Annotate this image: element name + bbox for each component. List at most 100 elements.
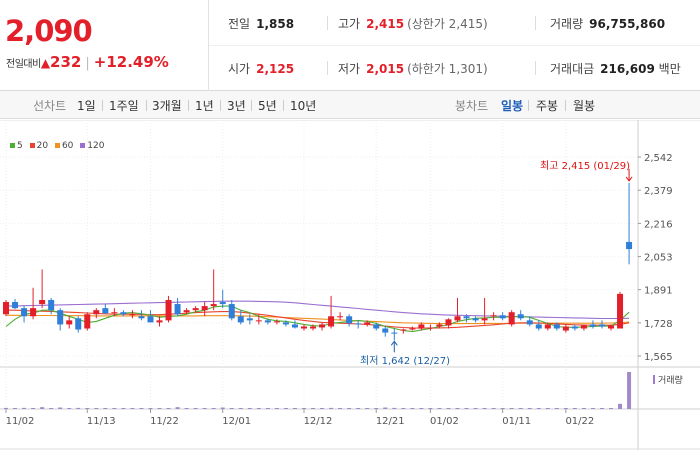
volume-bar bbox=[437, 408, 442, 409]
candle-down bbox=[535, 324, 542, 329]
ma20-swatch bbox=[29, 142, 35, 148]
tab-divider bbox=[220, 100, 221, 111]
volume-bar bbox=[256, 408, 261, 409]
volume-bar bbox=[22, 407, 27, 409]
tab-5year[interactable]: 5년 bbox=[258, 99, 277, 113]
candle-up bbox=[129, 314, 136, 316]
x-tick-label: 11/22 bbox=[150, 416, 179, 427]
high-arrowhead-icon bbox=[625, 176, 633, 182]
low-label: 저가 bbox=[338, 62, 361, 76]
candle-down bbox=[21, 308, 28, 317]
volume-bar bbox=[247, 408, 252, 409]
volume-bar bbox=[184, 408, 189, 409]
candle-down bbox=[346, 316, 353, 324]
volume-bar bbox=[473, 408, 478, 409]
tab-10year[interactable]: 10년 bbox=[290, 99, 317, 113]
candle-up bbox=[454, 316, 461, 321]
high-label: 고가 bbox=[338, 17, 361, 31]
volume-bar bbox=[401, 408, 406, 409]
tab-1year[interactable]: 1년 bbox=[195, 99, 214, 113]
tab-divider bbox=[146, 100, 147, 111]
ma-legend: 5 20 60 120 bbox=[6, 141, 104, 151]
low-arrowhead-icon bbox=[390, 340, 398, 346]
volume-bar bbox=[139, 408, 144, 409]
col-divider bbox=[327, 16, 328, 30]
volume-bar bbox=[482, 408, 487, 409]
volume-bar bbox=[599, 408, 604, 409]
amount-value: 216,609 bbox=[600, 62, 655, 76]
candle-down bbox=[282, 322, 289, 325]
volume-bar bbox=[609, 408, 614, 409]
col-divider bbox=[535, 16, 536, 30]
open-label: 시가 bbox=[228, 62, 251, 76]
volume-legend: 거래량 bbox=[653, 373, 683, 386]
volume-bar bbox=[202, 408, 207, 409]
ma5-label: 5 bbox=[17, 141, 23, 151]
tab-3year[interactable]: 3년 bbox=[227, 99, 246, 113]
volume-bar bbox=[175, 407, 180, 409]
tab-divider bbox=[102, 100, 103, 111]
volume-bar bbox=[491, 408, 496, 409]
candle-up bbox=[481, 318, 488, 321]
low-cell: 저가 2,015 (하한가 1,301) bbox=[338, 60, 488, 77]
low-annotation: 최저 1,642 (12/27) bbox=[360, 356, 451, 367]
volume-bar bbox=[527, 408, 532, 409]
volume-bar bbox=[4, 407, 8, 409]
x-tick-label: 01/11 bbox=[502, 416, 531, 427]
tab-weekly[interactable]: 주봉 bbox=[536, 99, 559, 113]
y-tick-label: 1,565 bbox=[644, 352, 673, 363]
candle-down bbox=[219, 302, 226, 305]
tab-1day[interactable]: 1일 bbox=[77, 99, 96, 113]
y-tick-label: 2,379 bbox=[644, 186, 673, 197]
amount-cell: 거래대금 216,609 백만 bbox=[550, 60, 687, 77]
x-tick-label: 01/02 bbox=[430, 416, 459, 427]
col-divider bbox=[535, 61, 536, 75]
volume-bar bbox=[274, 408, 279, 409]
volume-bar bbox=[265, 408, 270, 409]
up-arrow-icon: ▲ bbox=[40, 56, 51, 70]
volume-bar bbox=[419, 408, 424, 409]
volume-bar bbox=[356, 408, 361, 409]
volume-bar bbox=[627, 372, 632, 409]
volume-bar bbox=[103, 408, 108, 409]
volume-bar bbox=[112, 408, 117, 409]
candle-up bbox=[66, 320, 73, 325]
candle-up bbox=[490, 315, 497, 317]
amount-unit: 백만 bbox=[658, 62, 681, 76]
volume-cell: 거래량 96,755,860 bbox=[550, 15, 665, 32]
candle-down bbox=[228, 304, 235, 319]
volume-bar bbox=[31, 408, 36, 409]
volume-bar bbox=[365, 408, 370, 409]
y-tick-label: 2,053 bbox=[644, 253, 673, 264]
volume-bar bbox=[410, 408, 415, 409]
volume-bar bbox=[545, 408, 550, 409]
tab-daily[interactable]: 일봉 bbox=[501, 99, 524, 113]
candle-up bbox=[580, 325, 587, 329]
tab-monthly[interactable]: 월봉 bbox=[573, 99, 596, 113]
volume-bar bbox=[130, 408, 135, 409]
volume-bar bbox=[320, 408, 325, 409]
col-divider bbox=[327, 61, 328, 75]
candle-up bbox=[427, 327, 434, 329]
tab-divider bbox=[528, 100, 529, 111]
volume-legend-label: 거래량 bbox=[658, 376, 683, 386]
candle-up bbox=[201, 306, 208, 311]
candle-up bbox=[255, 320, 262, 322]
candle-down bbox=[57, 310, 64, 325]
x-tick-label: 01/22 bbox=[565, 416, 594, 427]
tab-divider bbox=[565, 100, 566, 111]
candle-down bbox=[382, 328, 389, 333]
candle-down bbox=[626, 241, 633, 250]
volume-bar bbox=[94, 408, 99, 409]
row-divider bbox=[209, 45, 700, 46]
change-label: 전일대비 bbox=[6, 59, 41, 70]
volume-bar bbox=[554, 408, 559, 409]
stock-chart[interactable]: 2,542 2,379 2,216 2,053 1,891 1,728 1,565 11/02… bbox=[0, 120, 700, 450]
tab-1week[interactable]: 1주일 bbox=[109, 99, 139, 113]
candle-down bbox=[264, 320, 271, 323]
volume-bar bbox=[58, 407, 63, 409]
candle-down bbox=[553, 324, 560, 329]
amount-label: 거래대금 bbox=[550, 62, 595, 76]
tab-3month[interactable]: 3개월 bbox=[152, 99, 182, 113]
candle-down bbox=[463, 316, 470, 319]
